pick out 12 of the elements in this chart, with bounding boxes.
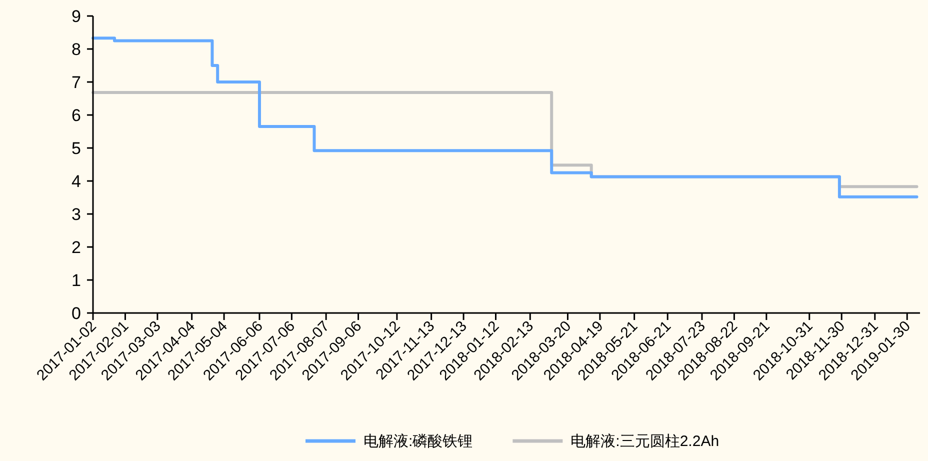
y-tick-label: 0 <box>72 304 81 323</box>
legend-label: 电解液:三元圆柱2.2Ah <box>570 433 720 450</box>
y-tick-label: 7 <box>72 73 81 92</box>
y-tick-label: 4 <box>72 172 81 191</box>
y-tick-label: 2 <box>72 238 81 257</box>
y-tick-label: 9 <box>72 7 81 26</box>
y-tick-label: 1 <box>72 271 81 290</box>
y-tick-label: 8 <box>72 40 81 59</box>
legend-label: 电解液:磷酸铁锂 <box>364 433 473 450</box>
y-tick-label: 6 <box>72 106 81 125</box>
y-tick-label: 5 <box>72 139 81 158</box>
y-tick-label: 3 <box>72 205 81 224</box>
